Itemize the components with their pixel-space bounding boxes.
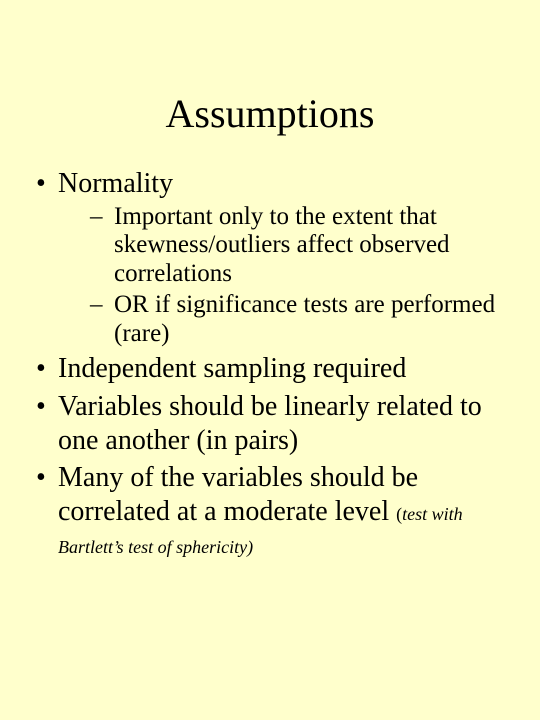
sub-list: Important only to the extent that skewne…: [58, 203, 510, 349]
bullet-text-main: Many of the variables should be correlat…: [58, 462, 418, 527]
slide-title: Assumptions: [30, 90, 510, 137]
bullet-item: Independent sampling required: [30, 352, 510, 386]
bullet-item: Normality Important only to the extent t…: [30, 167, 510, 348]
slide-container: Assumptions Normality Important only to …: [0, 0, 540, 720]
sub-item: OR if significance tests are performed (…: [58, 291, 510, 349]
bullet-item: Many of the variables should be correlat…: [30, 461, 510, 562]
sub-item: Important only to the extent that skewne…: [58, 203, 510, 289]
bullet-list: Normality Important only to the extent t…: [30, 167, 510, 562]
bullet-item: Variables should be linearly related to …: [30, 390, 510, 457]
bullet-text: Normality: [58, 168, 173, 199]
